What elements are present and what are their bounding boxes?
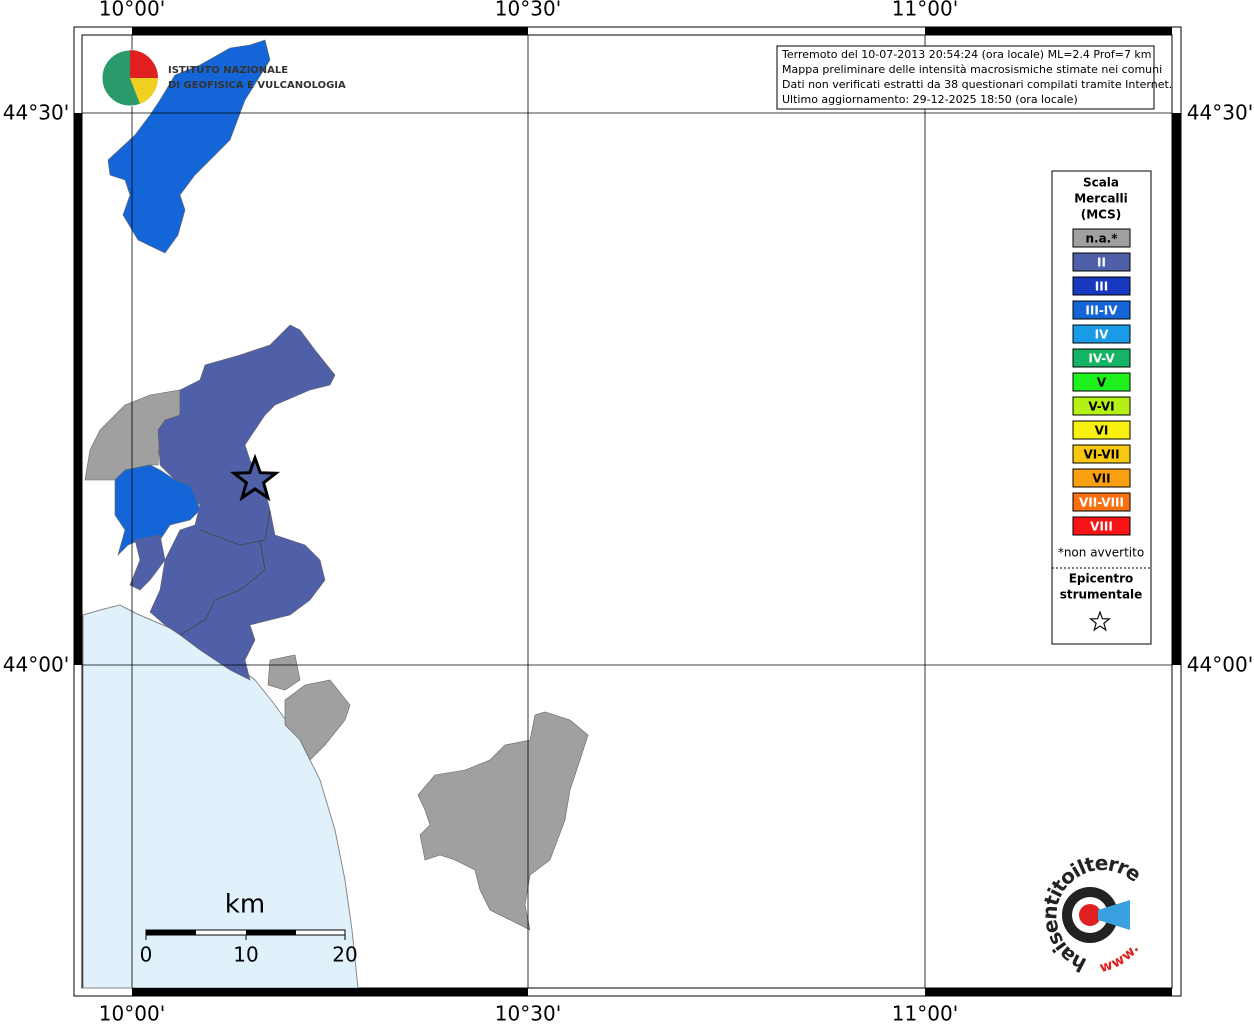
municipality xyxy=(284,679,351,761)
lat-label: 44°30' xyxy=(1187,101,1253,125)
legend-swatch xyxy=(1072,348,1131,368)
watermark-logo xyxy=(1098,900,1130,930)
graticule xyxy=(82,35,1172,988)
epicenter xyxy=(229,453,281,502)
legend-swatch xyxy=(1072,276,1131,296)
lon-label: 10°00' xyxy=(99,0,165,21)
legend-label: III xyxy=(1095,280,1108,294)
lon-label: 10°30' xyxy=(495,0,561,21)
border xyxy=(199,509,271,546)
legend-swatch xyxy=(1072,252,1131,272)
lon-label: 11°00' xyxy=(892,0,958,21)
info-line: Mappa preliminare delle intensità macros… xyxy=(782,63,1162,76)
legend-swatch xyxy=(1072,516,1131,536)
legend-label: VI-VII xyxy=(1083,448,1119,462)
legend-label: III-IV xyxy=(1085,304,1118,318)
legend-label: V xyxy=(1097,376,1107,390)
logo-globe xyxy=(130,50,158,78)
logo-globe xyxy=(130,78,158,104)
legend-note: *non avvertito xyxy=(1058,546,1144,560)
municipality xyxy=(114,464,201,557)
scale-bar xyxy=(246,930,296,935)
logo-text: ISTITUTO NAZIONALE xyxy=(168,65,288,76)
scale-label: 20 xyxy=(332,943,357,967)
legend-label: II xyxy=(1097,256,1106,270)
info-line: Dati non verificati estratti da 38 quest… xyxy=(782,78,1172,91)
legend-label: IV xyxy=(1095,328,1109,342)
scale-bar xyxy=(146,930,196,935)
scale-unit: km xyxy=(225,890,265,920)
legend-title: Mercalli xyxy=(1074,192,1128,206)
legend-label: VI xyxy=(1095,424,1109,438)
legend-swatch xyxy=(1072,396,1131,416)
legend-label: VII xyxy=(1092,472,1110,486)
legend-swatch xyxy=(1072,300,1131,320)
legend-swatch xyxy=(1072,492,1131,512)
frame-bars xyxy=(74,27,1181,996)
legend-star xyxy=(1089,610,1111,632)
municipality xyxy=(107,39,271,254)
border xyxy=(179,539,266,636)
legend-swatch xyxy=(1072,420,1131,440)
legend-swatch xyxy=(1072,324,1131,344)
scale-label: 0 xyxy=(140,943,153,967)
lon-label: 11°00' xyxy=(892,1002,958,1024)
legend-swatch xyxy=(1072,468,1131,488)
municipality xyxy=(129,534,166,591)
legend-epicenter: strumentale xyxy=(1060,588,1143,602)
scale-label: 10 xyxy=(233,943,258,967)
municipality xyxy=(267,654,301,691)
legend-label: IV-V xyxy=(1088,352,1115,366)
legend-label: VIII xyxy=(1090,520,1113,534)
legend-label: n.a.* xyxy=(1085,232,1118,246)
lat-label: 44°00' xyxy=(3,653,69,677)
watermark-logo xyxy=(1079,904,1101,926)
legend: Scala Mercalli (MCS) *non avvertito Epic… xyxy=(1051,170,1152,645)
legend-swatch xyxy=(1072,228,1131,248)
info-line: Ultimo aggiornamento: 29-12-2025 18:50 (… xyxy=(782,93,1078,106)
lat-label: 44°00' xyxy=(1187,653,1253,677)
legend-title: Scala xyxy=(1083,176,1119,190)
legend-epicenter: Epicentro xyxy=(1069,572,1134,586)
info-line: Terremoto del 10-07-2013 20:54:24 (ora l… xyxy=(781,48,1152,61)
legend-label: VII-VIII xyxy=(1079,496,1124,510)
scale-ticks xyxy=(145,935,346,940)
legend-swatch xyxy=(1072,372,1131,392)
legend-swatch xyxy=(1072,444,1131,464)
municipality xyxy=(417,711,589,931)
legend-label: V-VI xyxy=(1088,400,1114,414)
lat-label: 44°30' xyxy=(3,101,69,125)
lon-label: 10°30' xyxy=(495,1002,561,1024)
logo-text: DI GEOFISICA E VULCANOLOGIA xyxy=(168,80,346,91)
lon-label: 10°00' xyxy=(99,1002,165,1024)
info-box xyxy=(776,45,1155,110)
legend-title: (MCS) xyxy=(1081,208,1122,222)
sea xyxy=(82,604,359,989)
